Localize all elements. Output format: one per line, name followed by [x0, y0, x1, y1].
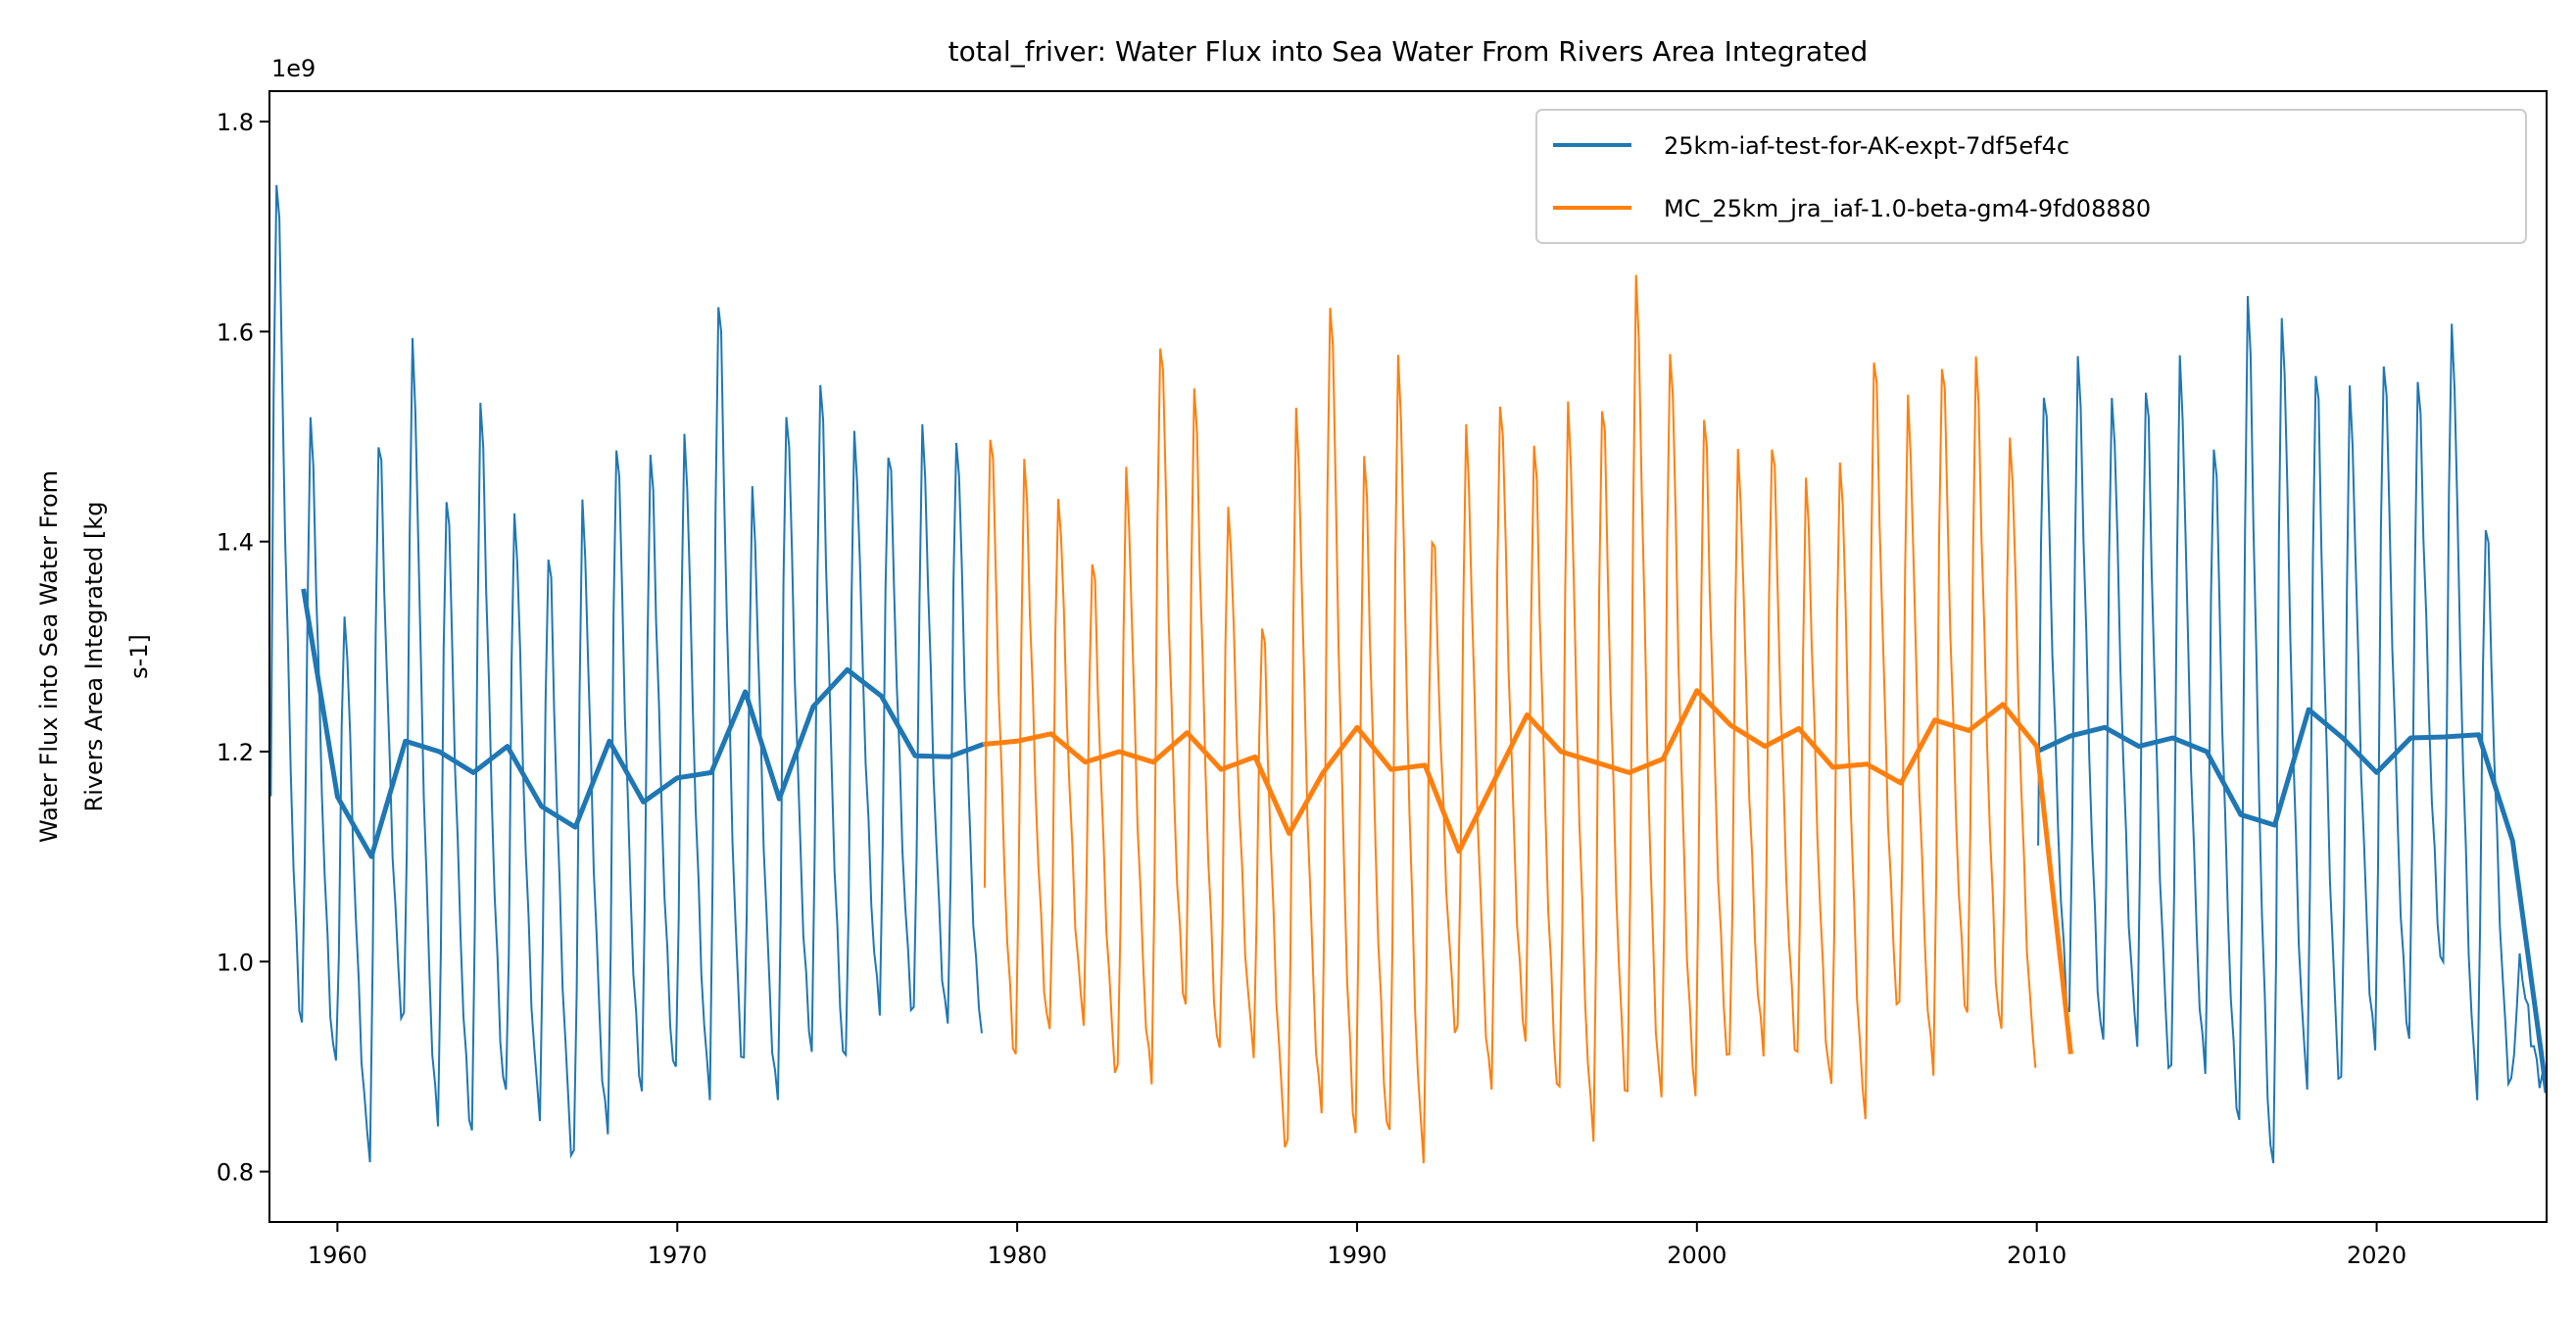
x-tick-label: 1990: [1327, 1242, 1386, 1269]
y-tick-label: 1.4: [217, 529, 254, 557]
x-tick-label: 1980: [988, 1242, 1047, 1269]
y-axis-label-line-2: Rivers Area Integrated [kg: [80, 502, 108, 812]
y-tick-label: 1.8: [217, 109, 254, 136]
x-tick-label: 2010: [2007, 1242, 2066, 1269]
monthly-line-series-1: [2037, 296, 2547, 1164]
legend-label-series-2: MC_25km_jra_iaf-1.0-beta-gm4-9fd08880: [1664, 195, 2151, 222]
y-tick-label: 1.0: [217, 949, 254, 976]
annual-mean-line-series-2: [983, 688, 2073, 1054]
annual-mean-line-series-1: [2035, 707, 2547, 1094]
legend-label-series-1: 25km-iaf-test-for-AK-expt-7df5ef4c: [1664, 132, 2069, 160]
annual-mean-line-series-1: [301, 588, 985, 859]
x-tick-label: 2000: [1667, 1242, 1726, 1269]
y-offset-label: 1e9: [271, 55, 316, 82]
chart-title: total_friver: Water Flux into Sea Water …: [948, 35, 1869, 68]
y-axis-label-line-3: s-1]: [125, 634, 153, 679]
plot-frame: [268, 90, 2548, 1223]
monthly-line-series-2: [983, 274, 2037, 1164]
x-tick-label: 2020: [2347, 1242, 2406, 1269]
legend-box: [1535, 109, 2527, 244]
y-tick-label: 1.6: [217, 318, 254, 346]
y-tick-label: 1.2: [217, 739, 254, 766]
series-layer: [269, 184, 2547, 1164]
y-axis-label-line-1: Water Flux into Sea Water From: [35, 470, 63, 843]
x-tick-label: 1970: [648, 1242, 707, 1269]
ticks-layer: 1960 1970 1980 1990 2000 2010 2020 0.8 1.0 1.2 1.4…: [217, 109, 2406, 1269]
x-tick-label: 1960: [308, 1242, 367, 1269]
legend: 25km-iaf-test-for-AK-expt-7df5ef4c MC_25…: [1535, 109, 2527, 244]
y-tick-label: 0.8: [217, 1159, 254, 1187]
y-axis-label: Water Flux into Sea Water From Rivers Ar…: [35, 470, 153, 843]
monthly-line-series-1: [269, 184, 983, 1163]
